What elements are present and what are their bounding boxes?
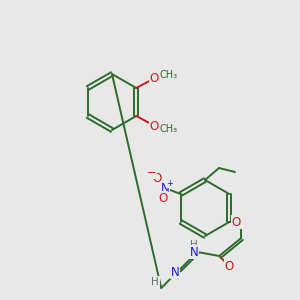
Text: +: + <box>166 178 173 188</box>
Text: N: N <box>160 182 169 194</box>
Text: CH₃: CH₃ <box>159 70 177 80</box>
Text: O: O <box>225 260 234 272</box>
Text: O: O <box>150 119 159 133</box>
Text: −: − <box>147 168 156 178</box>
Text: O: O <box>150 71 159 85</box>
Text: H: H <box>152 277 159 287</box>
Text: N: N <box>190 245 199 259</box>
Text: O: O <box>158 191 167 205</box>
Text: N: N <box>171 266 180 278</box>
Text: CH₃: CH₃ <box>159 124 177 134</box>
Text: O: O <box>152 172 161 185</box>
Text: O: O <box>232 215 241 229</box>
Text: H: H <box>190 240 198 250</box>
